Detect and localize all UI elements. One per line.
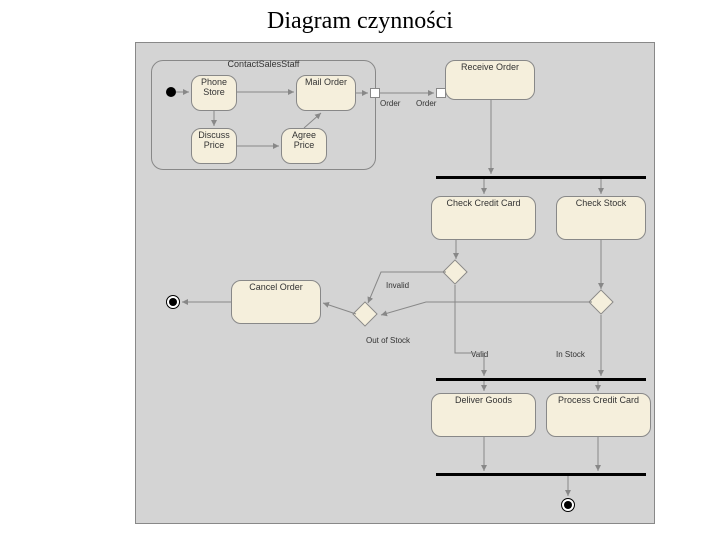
edge-label-valid: Valid [471, 350, 488, 359]
activity-deliver-goods: Deliver Goods [431, 393, 536, 437]
activity-label: Cancel Order [232, 283, 320, 293]
decision-credit [442, 259, 467, 284]
activity-process-credit: Process Credit Card [546, 393, 651, 437]
join-bar-1 [436, 378, 646, 381]
activity-label: Agree Price [282, 131, 326, 151]
edge-label-invalid: Invalid [386, 281, 409, 290]
activity-discuss-price: Discuss Price [191, 128, 237, 164]
pin-out-order [370, 88, 380, 98]
activity-mail-order: Mail Order [296, 75, 356, 111]
activity-label: Receive Order [446, 63, 534, 73]
pin-label: Order [380, 99, 400, 108]
pin-label: Order [416, 99, 436, 108]
activity-label: Discuss Price [192, 131, 236, 151]
activity-label: Deliver Goods [432, 396, 535, 406]
final-node-main [561, 498, 575, 512]
final-node-cancel [166, 295, 180, 309]
activity-receive-order: Receive Order [445, 60, 535, 100]
edge-label-out-of-stock: Out of Stock [366, 336, 410, 345]
activity-label: Mail Order [297, 78, 355, 88]
activity-agree-price: Agree Price [281, 128, 327, 164]
diagram-title: Diagram czynności [0, 0, 720, 35]
fork-bar [436, 176, 646, 179]
decision-merge [352, 301, 377, 326]
activity-check-credit: Check Credit Card [431, 196, 536, 240]
edge-label-in-stock: In Stock [556, 350, 585, 359]
join-bar-2 [436, 473, 646, 476]
activity-label: Phone Store [192, 78, 236, 98]
activity-check-stock: Check Stock [556, 196, 646, 240]
diagram-canvas: ContactSalesStaff Phone Store Mail Order… [135, 42, 655, 524]
activity-cancel-order: Cancel Order [231, 280, 321, 324]
activity-label: Process Credit Card [547, 396, 650, 406]
activity-label: Check Stock [557, 199, 645, 209]
decision-stock [588, 289, 613, 314]
activity-phone-store: Phone Store [191, 75, 237, 111]
activity-label: Check Credit Card [432, 199, 535, 209]
initial-node [166, 87, 176, 97]
container-label: ContactSalesStaff [228, 59, 300, 69]
